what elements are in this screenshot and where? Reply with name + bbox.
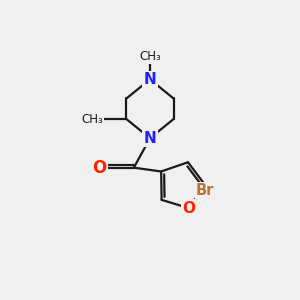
- Text: CH₃: CH₃: [81, 112, 103, 126]
- Text: O: O: [182, 201, 195, 216]
- Text: Br: Br: [196, 183, 214, 198]
- Text: N: N: [144, 72, 156, 87]
- Text: N: N: [144, 131, 156, 146]
- Text: CH₃: CH₃: [139, 50, 161, 63]
- Text: O: O: [92, 159, 106, 177]
